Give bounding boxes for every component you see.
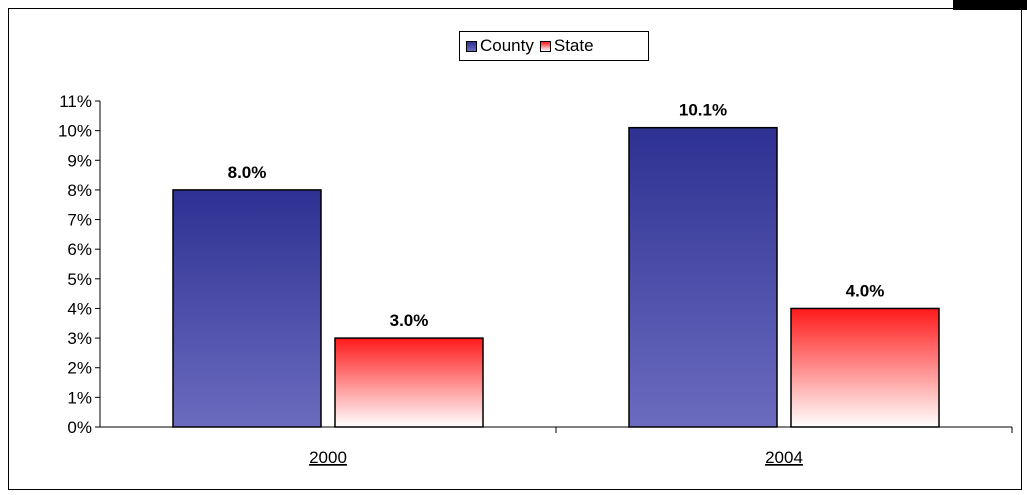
bar-county-2000 [172,189,322,428]
y-tick-label: 7% [67,211,92,230]
legend-label-state: State [553,36,594,55]
y-tick-label: 3% [67,329,92,348]
legend-entry-county: County [466,36,534,56]
data-label-state-2000: 3.0% [390,311,429,330]
data-label-state-2004: 4.0% [846,281,885,300]
x-tick-label: 2004 [765,448,803,467]
y-tick-label: 9% [67,151,92,170]
legend-swatch-state [539,40,551,52]
y-tick-label: 5% [67,270,92,289]
bar-state-2000 [334,337,484,428]
bar-state-2004 [790,307,940,428]
legend-entry-state: State [539,36,594,56]
legend: County State [459,31,649,61]
legend-label-county: County [480,36,534,55]
data-label-county-2000: 8.0% [228,163,267,182]
y-tick-label: 1% [67,388,92,407]
legend-swatch-county [466,40,477,52]
y-tick-label: 0% [67,418,92,437]
y-tick-label: 8% [67,181,92,200]
corner-tab [953,0,1027,10]
y-tick-label: 2% [67,359,92,378]
y-tick-label: 11% [59,92,92,111]
data-label-county-2004: 10.1% [679,101,727,120]
y-tick-label: 6% [67,240,92,259]
x-tick-label: 2000 [309,448,347,467]
y-tick-label: 4% [67,299,92,318]
y-tick-label: 10% [58,122,92,141]
bar-county-2004 [628,126,778,428]
